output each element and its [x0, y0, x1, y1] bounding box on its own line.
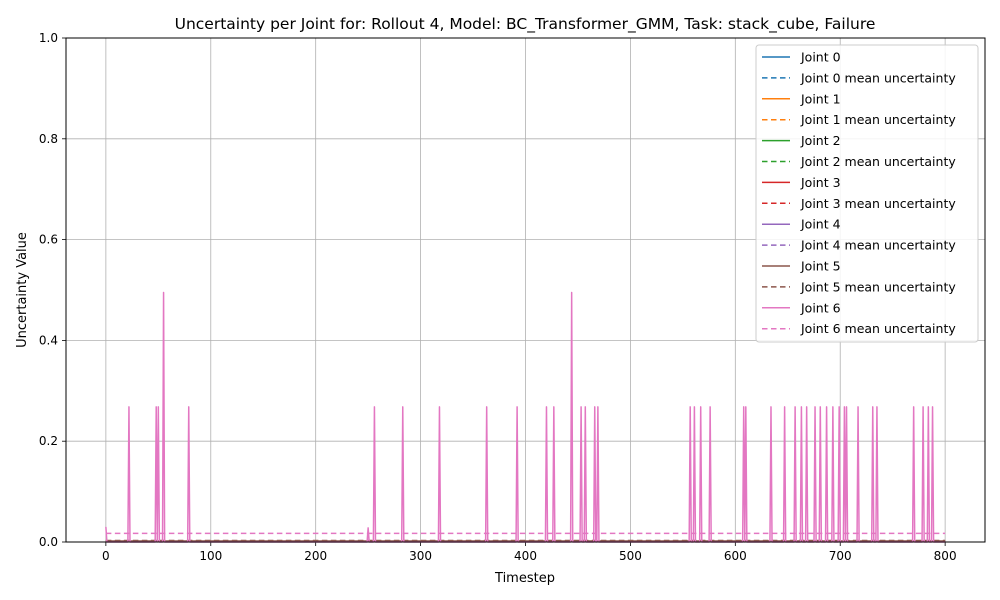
axis-ticks: 0 100 200 300 400 500 600 700 800 0.0 0.2 0.4 0.6 0.8… — [39, 31, 957, 563]
x-tick-label: 300 — [409, 549, 432, 563]
x-tick-label: 200 — [304, 549, 327, 563]
legend-label: Joint 6 — [800, 300, 841, 315]
chart-title: Uncertainty per Joint for: Rollout 4, Mo… — [175, 15, 876, 34]
x-tick-label: 500 — [619, 549, 642, 563]
legend-label: Joint 3 mean uncertainty — [800, 196, 956, 211]
legend-label: Joint 2 — [800, 133, 841, 148]
x-tick-label: 600 — [724, 549, 747, 563]
legend-label: Joint 5 mean uncertainty — [800, 279, 956, 294]
y-axis-label: Uncertainty Value — [15, 232, 30, 348]
legend-label: Joint 6 mean uncertainty — [800, 321, 956, 336]
legend-label: Joint 5 — [800, 259, 841, 274]
x-tick-label: 800 — [934, 549, 957, 563]
y-tick-label: 0.8 — [39, 132, 58, 146]
plot-frame — [65, 37, 986, 543]
y-tick-label: 0.6 — [39, 233, 58, 247]
legend-box — [755, 44, 979, 343]
legend-label: Joint 2 mean uncertainty — [800, 154, 956, 169]
legend-label: Joint 0 — [800, 50, 841, 65]
y-tick-label: 0.2 — [39, 434, 58, 448]
y-tick-label: 0.4 — [39, 333, 58, 347]
legend-label: Joint 1 — [800, 91, 841, 106]
legend-label: Joint 4 — [800, 217, 841, 232]
legend-label: Joint 0 mean uncertainty — [800, 70, 956, 85]
legend-label: Joint 3 — [800, 175, 841, 190]
legend-label: Joint 1 mean uncertainty — [800, 112, 956, 127]
x-axis-label: Timestep — [494, 571, 555, 586]
y-tick-label: 0.0 — [39, 535, 58, 549]
x-tick-label: 100 — [199, 549, 222, 563]
y-tick-label: 1.0 — [39, 31, 58, 45]
x-tick-label: 400 — [514, 549, 537, 563]
x-tick-label: 700 — [829, 549, 852, 563]
x-tick-label: 0 — [102, 549, 110, 563]
legend-label: Joint 4 mean uncertainty — [800, 238, 956, 253]
legend: Joint 0 Joint 0 mean uncertainty Joint 1 Jo… — [755, 44, 979, 343]
